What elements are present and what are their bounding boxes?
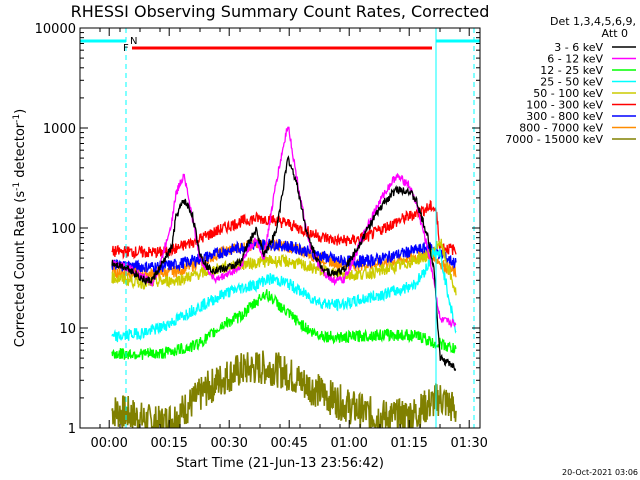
series-line-1 xyxy=(111,155,457,372)
flare-marker-label: F xyxy=(123,43,129,54)
x-tick-label: 01:30 xyxy=(450,436,487,451)
chart-title: RHESSI Observing Summary Count Rates, Co… xyxy=(71,2,490,21)
y-label-part: Corrected Count Rate (s xyxy=(13,191,28,348)
y-tick-labels: 1 10 100 1000 10000 xyxy=(35,22,76,437)
x-tick-label: 00:45 xyxy=(270,436,307,451)
y-tick-label: 1 xyxy=(68,422,76,437)
series-line-9 xyxy=(111,350,457,428)
legend-header-line-1: Det 1,3,4,5,6,9, xyxy=(550,15,636,28)
series-line-3 xyxy=(111,289,457,360)
y-label-exp: -1 xyxy=(12,182,22,191)
series-line-4 xyxy=(111,247,457,343)
series-line-6 xyxy=(111,199,457,260)
y-label-part: detector xyxy=(13,122,28,182)
footer-timestamp: 20-Oct-2021 03:06 xyxy=(562,468,638,477)
legend-label-6: 100 - 300 keV xyxy=(526,99,603,112)
legend-label-9: 7000 - 15000 keV xyxy=(505,133,603,146)
series-line-7 xyxy=(111,238,457,273)
legend-label-8: 800 - 7000 keV xyxy=(519,122,603,135)
y-axis-label: Corrected Count Rate (s-1 detector-1) xyxy=(12,109,28,347)
series-line-2 xyxy=(111,126,457,329)
x-tick-label: 01:15 xyxy=(390,436,427,451)
y-tick-label: 100 xyxy=(51,222,76,237)
legend-label-7: 300 - 800 keV xyxy=(526,110,603,123)
legend-label-2: 6 - 12 keV xyxy=(547,53,603,66)
x-tick-label: 00:00 xyxy=(90,436,127,451)
plot-content xyxy=(111,126,457,428)
legend-label-5: 50 - 100 keV xyxy=(533,87,603,100)
legend-label-1: 3 - 6 keV xyxy=(554,41,603,54)
legend-label-3: 12 - 25 keV xyxy=(540,64,603,77)
series-line-5 xyxy=(111,238,457,296)
plot-frame xyxy=(79,27,481,429)
x-tick-label: 00:15 xyxy=(150,436,187,451)
plot-area: NF xyxy=(79,27,481,429)
legend-header-line-2: Att 0 xyxy=(602,27,628,40)
legend-label-4: 25 - 50 keV xyxy=(540,76,603,89)
y-label-part: ) xyxy=(13,109,28,114)
y-label-exp: -1 xyxy=(12,114,22,123)
x-axis-label: Start Time (21-Jun-13 23:56:42) xyxy=(176,456,384,471)
x-tick-labels: 00:00 00:15 00:30 00:45 01:00 01:15 01:30 xyxy=(90,436,487,451)
night-marker-label: N xyxy=(130,36,137,47)
x-tick-label: 00:30 xyxy=(210,436,247,451)
x-tick-label: 01:00 xyxy=(330,436,367,451)
y-tick-label: 10 xyxy=(59,322,76,337)
y-tick-label: 10000 xyxy=(35,22,76,37)
y-tick-label: 1000 xyxy=(43,122,76,137)
